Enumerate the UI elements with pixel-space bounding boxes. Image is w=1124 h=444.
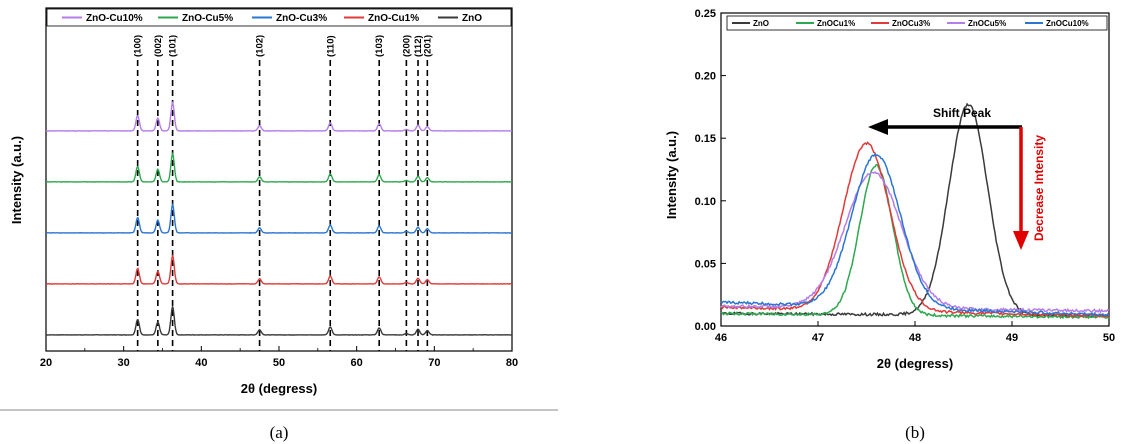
- legend-label-b: ZnOCu1%: [817, 19, 855, 28]
- y-tick-label-b: 0.00: [695, 321, 716, 333]
- legend-a: ZnO-Cu10% ZnO-Cu5% ZnO-Cu3% ZnO-Cu1% ZnO: [46, 8, 512, 27]
- hkl-label: (201): [422, 35, 433, 57]
- legend-label-a: ZnO-Cu3%: [276, 13, 327, 24]
- x-tick-label-b: 46: [715, 332, 727, 344]
- x-tick-label-a: 80: [506, 357, 518, 369]
- shift-peak-annotation: Shift Peak: [868, 106, 1022, 135]
- legend-b: ZnO ZnOCu1% ZnOCu3% ZnOCu5% ZnOCu10%: [726, 15, 1108, 31]
- legend-label-a: ZnO-Cu5%: [182, 13, 233, 24]
- y-tick-label-b: 0.10: [695, 196, 716, 208]
- series-line-ZnOCu10%: [720, 152, 1110, 317]
- x-tick-label-a: 70: [428, 357, 440, 369]
- x-tick-label-b: 49: [1006, 332, 1018, 344]
- legend-label-a: ZnO: [462, 13, 482, 24]
- legend-box-a: [46, 8, 512, 27]
- series-line-ZnO-Cu1%: [46, 253, 512, 285]
- y-tick-label-b: 0.15: [695, 133, 716, 145]
- series-line-ZnO: [720, 102, 1110, 319]
- legend-label-b: ZnOCu10%: [1046, 19, 1089, 28]
- y-axis-label-b: Intensity (a.u.): [664, 131, 679, 219]
- decrease-intensity-arrowhead: [1013, 231, 1029, 250]
- y-tick-label-b: 0.20: [695, 71, 716, 83]
- hkl-label: (103): [374, 35, 385, 57]
- x-axis-label-b: 2θ (degress): [877, 356, 953, 371]
- y-tick-label-b: 0.25: [695, 8, 716, 20]
- series-line-ZnO-Cu3%: [45, 202, 513, 234]
- hkl-label: (200): [401, 35, 412, 57]
- caption-b: (b): [905, 423, 925, 442]
- x-tick-label-b: 47: [812, 332, 824, 344]
- x-tick-label-a: 20: [40, 357, 52, 369]
- chart-b: ZnO ZnOCu1% ZnOCu3% ZnOCu5% ZnOCu10% 46 47 48 4…: [664, 8, 1115, 442]
- x-tick-label-a: 30: [118, 357, 130, 369]
- legend-label-b: ZnOCu3%: [892, 19, 930, 28]
- legend-label-a: ZnO-Cu10%: [86, 13, 143, 24]
- series-line-ZnOCu3%: [720, 141, 1110, 318]
- series-line-ZnO-Cu10%: [45, 100, 513, 132]
- legend-label-b: ZnO: [753, 19, 769, 28]
- legend-label-b: ZnOCu5%: [968, 19, 1006, 28]
- decrease-intensity-annotation: Decrease Intensity: [1013, 127, 1046, 250]
- y-axis-label-a: Intensity (a.u.): [9, 136, 24, 224]
- shift-peak-label: Shift Peak: [933, 106, 991, 120]
- shift-peak-arrowhead: [868, 119, 888, 135]
- hkl-label: (112): [413, 35, 424, 57]
- legend-label-a: ZnO-Cu1%: [368, 13, 419, 24]
- hkl-label: (002): [153, 35, 164, 57]
- plot-frame-b: [720, 12, 1110, 327]
- legend-box-b: [726, 15, 1108, 31]
- series-line-ZnOCu1%: [720, 164, 1110, 320]
- x-tick-label-b: 50: [1103, 332, 1115, 344]
- x-axis-label-a: 2θ (degress): [241, 381, 317, 396]
- decrease-intensity-label: Decrease Intensity: [1032, 135, 1046, 241]
- hkl-label: (101): [168, 35, 179, 57]
- y-tick-label-b: 0.05: [695, 258, 716, 270]
- series-line-ZnO: [45, 304, 513, 336]
- plot-frame-a: [45, 7, 513, 352]
- x-tick-label-a: 40: [195, 357, 207, 369]
- caption-a: (a): [270, 423, 289, 442]
- chart-a: ZnO-Cu10% ZnO-Cu5% ZnO-Cu3% ZnO-Cu1% ZnO (10…: [0, 7, 558, 442]
- hkl-label: (110): [325, 35, 336, 57]
- series-line-ZnO-Cu5%: [45, 151, 513, 183]
- x-tick-label-b: 48: [909, 332, 921, 344]
- hkl-label: (100): [133, 35, 144, 57]
- hkl-label: (102): [255, 35, 266, 57]
- x-tick-label-a: 50: [273, 357, 285, 369]
- x-tick-label-a: 60: [351, 357, 363, 369]
